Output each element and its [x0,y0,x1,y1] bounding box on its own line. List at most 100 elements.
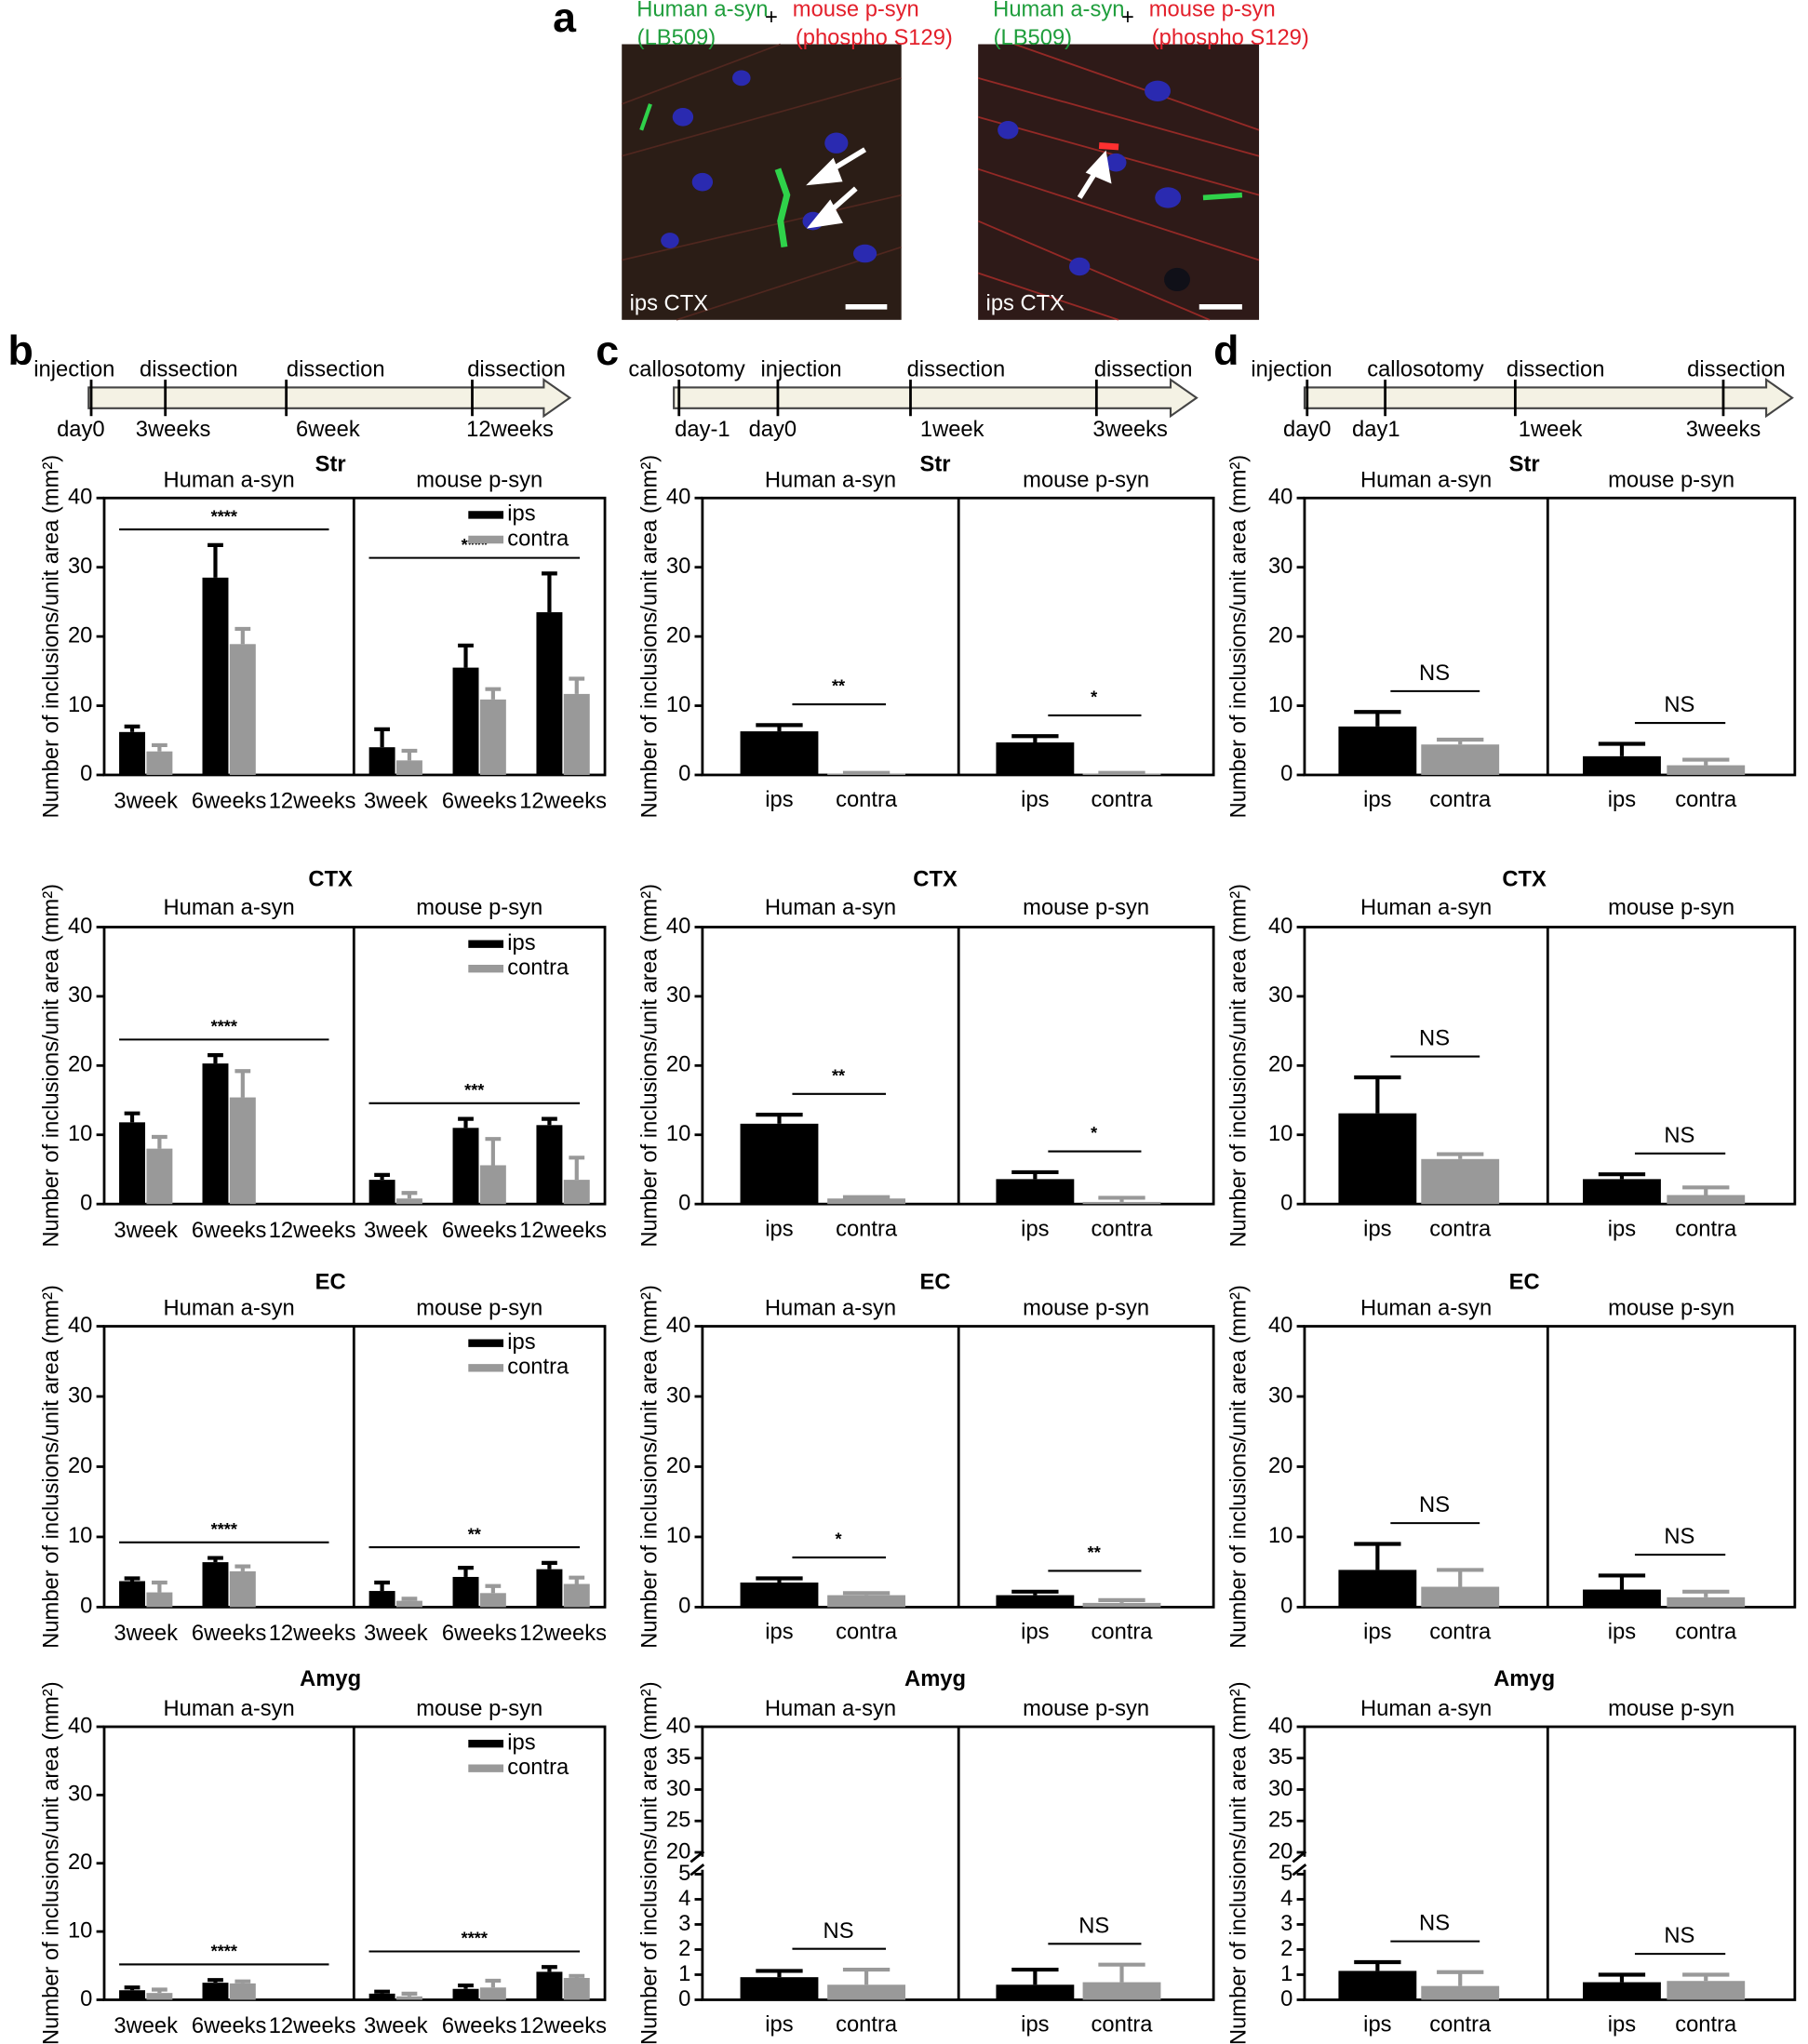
y-tick-label: 40 [1268,1313,1292,1338]
y-tick-label: 40 [68,914,92,939]
panel-letter: a [553,0,577,41]
time-label: 12weeks [466,417,554,442]
bar [368,1993,395,2000]
x-tick-label: contra [836,2012,898,2037]
chart-title: EC [315,1270,346,1295]
x-tick-label: 12weeks [519,1218,607,1243]
bar [479,1165,506,1205]
event-label: dissection [1687,357,1786,382]
x-tick-label: contra [1429,1620,1492,1645]
bar [202,1983,229,2000]
y-tick-label: 25 [1268,1808,1292,1833]
x-tick-label: ips [1608,787,1636,812]
x-tick-label: 12weeks [519,1621,607,1646]
time-label: 6week [296,417,360,442]
bar [119,731,146,775]
group-label: Human a-syn [1360,1296,1492,1321]
x-tick-label: contra [1091,787,1154,812]
bar [996,741,1075,775]
significance-label: ** [468,1525,482,1543]
bar [740,1582,819,1608]
image-caption: ips CTX [986,290,1065,315]
legend-label: contra [507,1755,569,1780]
bar [536,1971,563,2000]
chart: EC Number of inclusions/unit area (mm²) 0 1… [636,1270,1215,1649]
x-tick-label: contra [1675,787,1737,812]
y-tick-label: 20 [666,622,690,648]
y-tick-label: 20 [666,1052,690,1077]
y-tick-label: 4 [678,1886,690,1911]
event-label: dissection [1094,357,1193,382]
bar [146,1993,173,2000]
group-label: Human a-syn [1360,467,1492,492]
bar [1421,1586,1500,1608]
y-tick-label: 30 [68,1782,92,1807]
x-tick-label: 6weeks [192,789,267,814]
chart: CTX Number of inclusions/unit area (mm²) 0… [1225,866,1797,1248]
y-axis-label: Number of inclusions/unit area (mm²) [38,455,63,819]
significance-label: **** [211,1520,238,1539]
panel-letter: c [596,328,619,374]
group-label: mouse p-syn [416,1296,542,1321]
y-tick-label: 25 [666,1808,690,1833]
significance-label: NS [1419,661,1450,686]
y-tick-label: 0 [678,1594,690,1619]
y-tick-label: 40 [666,1313,690,1338]
bar [119,1990,146,2000]
axis-break [1292,1864,1307,1877]
bar [563,693,590,775]
significance-label: ** [1088,1543,1102,1562]
group-label: mouse p-syn [1023,1696,1149,1721]
chart: Amyg Number of inclusions/unit area (mm²)… [636,1666,1215,2044]
y-tick-label: 10 [68,1917,92,1943]
legend-label: contra [507,955,569,980]
time-label: day0 [1283,417,1332,442]
y-tick-label: 40 [1268,1713,1292,1738]
plot-frame [1303,1725,1797,2001]
x-tick-label: ips [1021,2012,1049,2037]
time-label: 3weeks [136,417,211,442]
x-tick-label: 6weeks [442,2013,517,2038]
bar [452,1128,479,1205]
bar [1667,765,1746,775]
chart-title: Amyg [1493,1666,1555,1691]
y-tick-label: 10 [1268,692,1292,717]
bar [395,1600,422,1608]
panel-letter: b [8,328,33,374]
group-label: mouse p-syn [416,467,542,492]
y-tick-label: 2 [1280,1936,1292,1961]
y-tick-label: 10 [68,692,92,717]
x-tick-label: contra [836,1620,898,1645]
bar [119,1122,146,1205]
y-tick-label: 5 [1280,1861,1292,1886]
time-label: 1week [1519,417,1583,442]
y-tick-label: 20 [68,1052,92,1077]
bar [229,1570,256,1608]
bar [452,1576,479,1608]
micrograph: ips CTX [621,43,902,321]
y-tick-label: 40 [666,1713,690,1738]
significance-label: * [1091,688,1098,707]
significance-label: *** [464,1081,485,1100]
chart-title: Str [920,452,951,477]
x-tick-label: contra [1429,787,1492,812]
timeline-arrow [673,378,1199,419]
group-label: Human a-syn [164,895,295,920]
x-tick-label: ips [1021,1216,1049,1241]
significance-label: NS [1664,1923,1694,1948]
y-tick-label: 10 [666,1121,690,1146]
x-tick-label: ips [765,2012,793,2037]
y-tick-label: 30 [1268,1383,1292,1408]
y-tick-label: 10 [1268,1523,1292,1548]
chart: EC Number of inclusions/unit area (mm²) 0 1… [1225,1270,1797,1649]
x-tick-label: contra [1429,2012,1492,2037]
group-label: mouse p-syn [1023,1296,1149,1321]
bar [479,699,506,775]
bar [119,1581,146,1608]
bar [229,1983,256,2000]
x-tick-label: ips [1021,787,1049,812]
y-tick-label: 20 [666,1453,690,1478]
stain-label: mouse p-syn [1149,0,1276,21]
time-label: 1week [920,417,984,442]
